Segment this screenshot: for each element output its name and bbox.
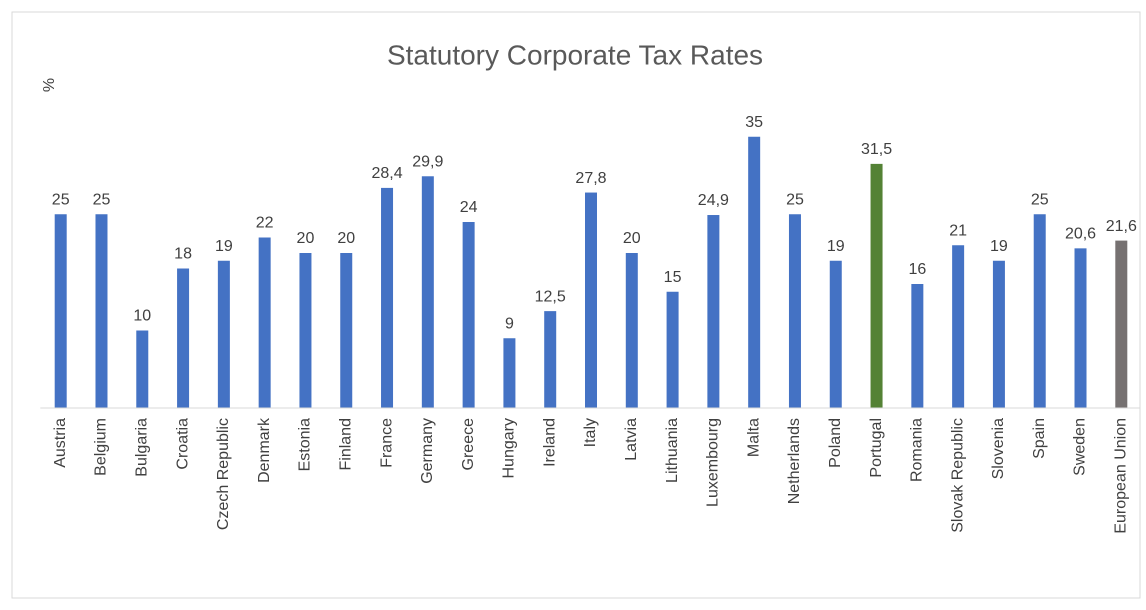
x-tick-label: Netherlands	[786, 418, 803, 504]
y-axis-label: %	[41, 78, 58, 92]
value-label: 25	[52, 191, 70, 208]
bar	[217, 260, 230, 408]
x-tick-label: European Union	[1113, 418, 1130, 534]
x-tick-label: Malta	[745, 418, 762, 457]
x-tick-label: Lithuania	[664, 418, 681, 483]
value-label: 15	[664, 269, 682, 286]
value-label: 18	[174, 246, 192, 263]
value-label: 21,6	[1106, 218, 1137, 235]
x-tick-label: Germany	[419, 418, 436, 484]
bar	[870, 163, 883, 408]
x-tick-label: France	[378, 418, 395, 468]
value-label: 27,8	[575, 170, 606, 187]
x-tick-label: Sweden	[1072, 418, 1089, 476]
bar	[829, 260, 842, 408]
x-tick-label: Italy	[582, 418, 599, 447]
bar	[544, 311, 557, 408]
bar	[299, 253, 312, 408]
x-tick-label: Portugal	[868, 418, 885, 478]
bar	[95, 214, 108, 408]
value-label: 10	[133, 308, 151, 325]
x-tick-label: Slovenia	[990, 418, 1007, 479]
bar	[258, 237, 271, 408]
value-label: 12,5	[535, 288, 566, 305]
value-label: 25	[786, 191, 804, 208]
x-tick-label: Latvia	[623, 418, 640, 461]
bar	[748, 136, 761, 408]
bar	[952, 245, 965, 408]
x-tick-label: Spain	[1031, 418, 1048, 459]
bar	[381, 187, 394, 408]
bar	[1033, 214, 1046, 408]
bar	[666, 291, 679, 408]
value-label: 21	[949, 222, 967, 239]
x-tick-label: Czech Republic	[215, 418, 232, 530]
value-label: 20	[337, 230, 355, 247]
bar	[340, 253, 353, 408]
x-tick-label: Poland	[827, 418, 844, 468]
x-tick-label: Bulgaria	[134, 418, 151, 477]
value-label: 25	[93, 191, 111, 208]
bar	[136, 330, 149, 408]
value-label: 25	[1031, 191, 1049, 208]
x-tick-label: Ireland	[541, 418, 558, 467]
x-tick-label: Croatia	[174, 418, 191, 470]
chart-title: Statutory Corporate Tax Rates	[387, 39, 763, 70]
x-tick-label: Romania	[909, 418, 926, 482]
value-label: 31,5	[861, 141, 892, 158]
value-label: 28,4	[371, 165, 402, 182]
bar	[503, 338, 516, 408]
value-label: 22	[256, 215, 274, 232]
bar	[992, 260, 1005, 408]
value-label: 24	[460, 199, 478, 216]
value-label: 9	[505, 315, 514, 332]
x-tick-label: Greece	[460, 418, 477, 471]
x-tick-label: Luxembourg	[705, 418, 722, 507]
bar	[54, 214, 67, 408]
bar	[1074, 248, 1087, 408]
value-label: 19	[990, 238, 1008, 255]
value-label: 24,9	[698, 192, 729, 209]
value-label: 20	[297, 230, 315, 247]
bar	[585, 192, 597, 408]
bar	[625, 253, 638, 408]
value-label: 20	[623, 230, 641, 247]
value-label: 20,6	[1065, 226, 1096, 243]
x-tick-label: Denmark	[256, 417, 273, 483]
value-label: 35	[745, 114, 763, 131]
x-tick-label: Slovak Republic	[949, 418, 966, 533]
bar	[707, 215, 720, 408]
bar	[788, 214, 801, 408]
bar	[911, 284, 924, 408]
x-tick-label: Finland	[337, 418, 354, 470]
bar	[177, 268, 190, 408]
x-tick-label: Estonia	[297, 418, 314, 471]
value-label: 19	[827, 238, 845, 255]
x-tick-label: Hungary	[501, 418, 518, 478]
bar	[421, 176, 434, 408]
x-tick-label: Austria	[52, 418, 69, 468]
value-label: 29,9	[412, 153, 443, 170]
bar	[1115, 240, 1128, 408]
value-label: 16	[908, 261, 926, 278]
bar	[462, 222, 475, 408]
value-label: 19	[215, 238, 233, 255]
chart-border	[11, 11, 1141, 599]
x-tick-label: Belgium	[93, 418, 110, 476]
